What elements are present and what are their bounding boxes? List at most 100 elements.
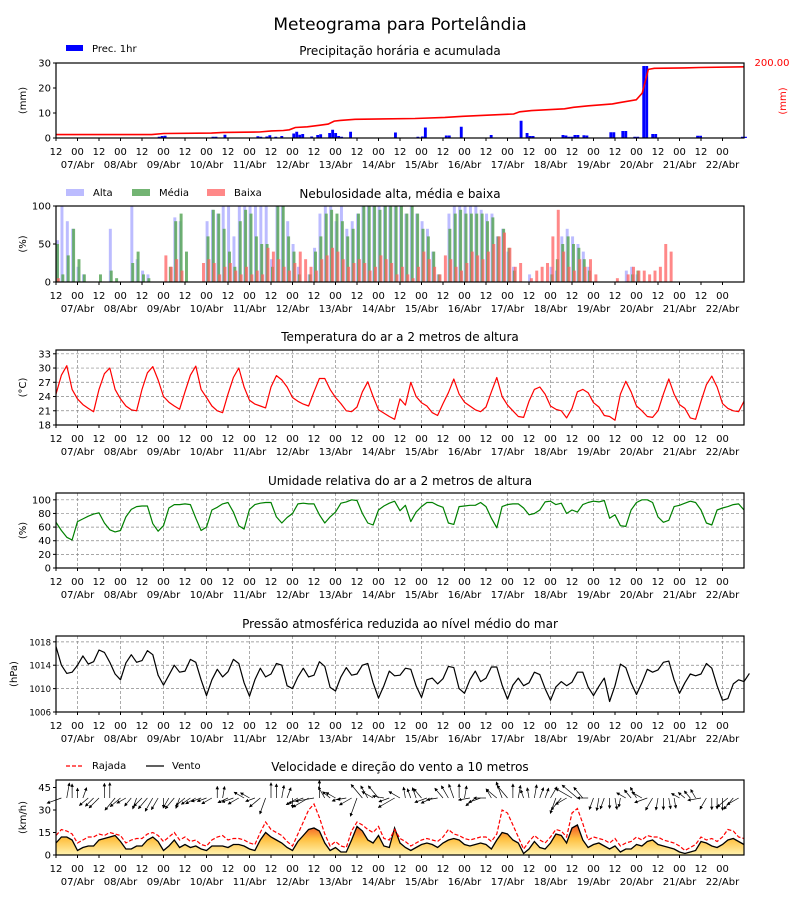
y-tick-label: 24	[38, 392, 51, 403]
x-tick-hour-label: 12	[523, 577, 536, 588]
wind-direction-arrow	[534, 784, 538, 799]
wind-direction-arrow	[46, 797, 62, 804]
cloud-bar-baixa	[551, 236, 555, 282]
cloud-bar-média	[566, 236, 570, 282]
wind-direction-arrow	[555, 788, 573, 799]
cloud-bar-baixa	[556, 209, 560, 282]
cloud-bar-baixa	[664, 244, 668, 282]
x-tick-hour-label: 12	[222, 434, 235, 445]
wind-direction-arrow	[221, 797, 234, 803]
wind-direction-arrow	[634, 797, 648, 804]
wind-direction-arrow	[402, 786, 406, 799]
x-tick-day-label: 17/Abr	[491, 734, 525, 745]
cloud-bar-baixa	[658, 266, 662, 282]
x-tick-hour-label: 00	[286, 291, 299, 302]
x-tick-hour-label: 00	[501, 721, 514, 732]
precip-bar	[582, 135, 586, 138]
wind-direction-arrow	[88, 797, 100, 809]
precip-bar	[645, 66, 649, 138]
wind-direction-arrow	[631, 791, 643, 799]
cloud-bar-baixa	[379, 255, 383, 282]
precip-bar	[609, 132, 613, 138]
wind-direction-arrow	[616, 792, 626, 799]
cloud-bar-baixa	[395, 274, 399, 282]
cloud-bar-média	[185, 251, 188, 282]
cloud-bar-média	[346, 236, 350, 282]
x-tick-hour-label: 00	[114, 147, 127, 158]
x-tick-day-label: 08/Abr	[104, 590, 138, 601]
wind-direction-arrow	[517, 784, 522, 799]
x-tick-day-label: 11/Abr	[233, 160, 267, 171]
x-tick-hour-label: 00	[286, 577, 299, 588]
wind-axes-frame	[55, 779, 745, 856]
precip-bar	[157, 136, 161, 138]
x-tick-hour-label: 00	[200, 434, 213, 445]
cloud-bar-alta	[108, 228, 112, 282]
x-tick-hour-label: 00	[630, 291, 643, 302]
x-tick-hour-label: 12	[480, 721, 493, 732]
x-tick-hour-label: 12	[523, 864, 536, 875]
x-tick-hour-label: 00	[415, 577, 428, 588]
y-tick-label: 1010	[29, 685, 51, 695]
x-tick-hour-label: 12	[265, 721, 278, 732]
x-tick-hour-label: 00	[157, 577, 170, 588]
x-tick-hour-label: 12	[437, 577, 450, 588]
x-tick-day-label: 19/Abr	[577, 590, 611, 601]
precip-bar	[561, 135, 565, 138]
wind-direction-arrow	[371, 794, 384, 799]
wind-direction-arrow	[554, 797, 567, 805]
x-tick-hour-label: 00	[243, 291, 256, 302]
cloud-bar-baixa	[288, 270, 291, 282]
x-tick-hour-label: 12	[480, 434, 493, 445]
x-tick-hour-label: 00	[157, 864, 170, 875]
right-axis-label: (mm)	[778, 87, 789, 114]
cloud-bar-média	[410, 206, 414, 282]
wind-direction-arrow	[716, 797, 729, 808]
x-tick-hour-label: 12	[308, 721, 321, 732]
pressure-axes-frame	[55, 635, 745, 713]
humidity-title: Umidade relativa do ar a 2 metros de alt…	[268, 474, 532, 488]
wind-direction-arrow	[84, 797, 94, 807]
x-tick-hour-label: 00	[501, 291, 514, 302]
x-tick-hour-label: 00	[673, 434, 686, 445]
wind-direction-arrow	[726, 797, 739, 806]
wind-direction-arrow	[426, 797, 438, 802]
wind-direction-arrow	[66, 782, 71, 799]
x-tick-hour-label: 12	[308, 577, 321, 588]
wind-direction-arrow	[144, 797, 154, 812]
x-tick-hour-label: 12	[437, 721, 450, 732]
wind-direction-arrow	[495, 781, 503, 799]
cloud-bar-baixa	[336, 251, 340, 282]
cloud-bar-baixa	[513, 266, 517, 282]
x-tick-hour-label: 00	[587, 291, 600, 302]
wind-direction-arrow	[690, 788, 696, 799]
x-tick-hour-label: 00	[243, 147, 256, 158]
x-tick-hour-label: 00	[673, 577, 686, 588]
x-tick-day-label: 08/Abr	[104, 734, 138, 745]
x-tick-day-label: 21/Abr	[663, 590, 697, 601]
x-tick-hour-label: 00	[630, 147, 643, 158]
x-tick-hour-label: 12	[222, 864, 235, 875]
y-tick-label: 40	[38, 536, 51, 547]
precip-axes-frame	[55, 62, 745, 139]
wind-direction-arrow	[259, 797, 266, 815]
x-tick-hour-label: 00	[114, 721, 127, 732]
cloud-bar-baixa	[320, 259, 324, 282]
wind-direction-arrow	[360, 785, 369, 799]
x-tick-hour-label: 12	[394, 721, 407, 732]
precip-bar	[301, 134, 305, 138]
x-tick-hour-label: 00	[71, 291, 84, 302]
cloud-bar-baixa	[304, 259, 308, 282]
cloud-bar-baixa	[529, 278, 533, 282]
cloud-bar-baixa	[486, 251, 490, 282]
precip-bar	[214, 136, 218, 138]
precip-bar	[570, 136, 574, 138]
x-tick-day-label: 13/Abr	[319, 590, 353, 601]
y-tick-label: 50	[38, 240, 51, 251]
wind-direction-arrow	[614, 797, 619, 810]
x-tick-day-label: 09/Abr	[147, 304, 181, 315]
x-tick-day-label: 12/Abr	[276, 734, 310, 745]
x-tick-hour-label: 12	[480, 577, 493, 588]
x-tick-hour-label: 00	[157, 291, 170, 302]
x-tick-hour-label: 00	[716, 864, 729, 875]
